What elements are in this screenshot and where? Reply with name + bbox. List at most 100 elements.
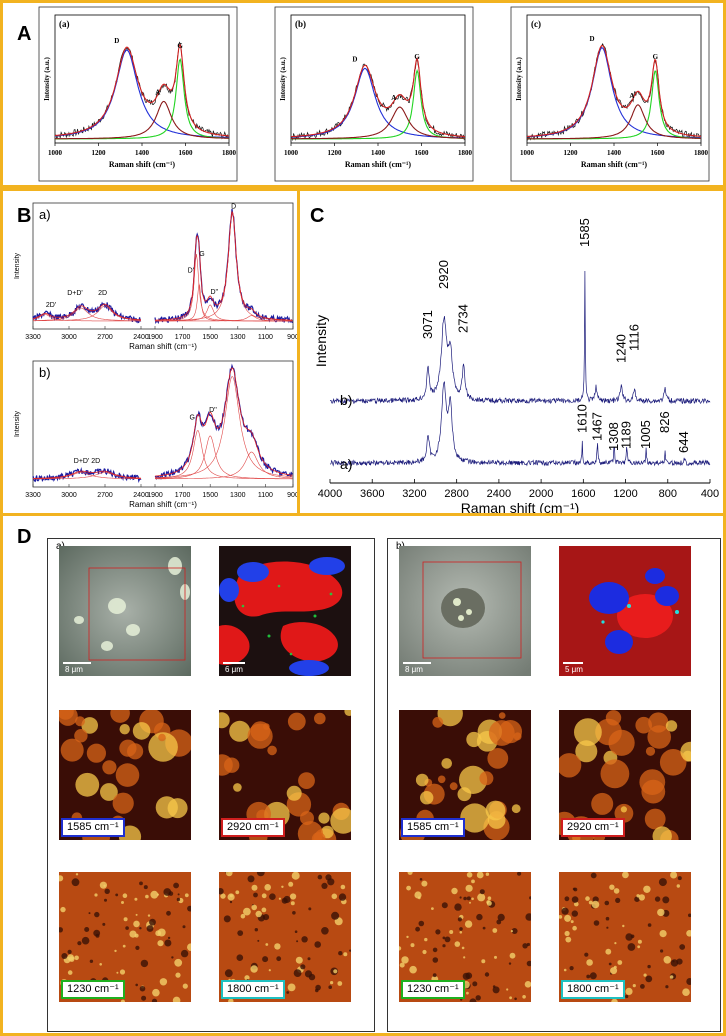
heatmap-spot (139, 881, 143, 886)
heatmap-spot (349, 949, 351, 952)
heatmap-spot (187, 943, 191, 951)
heatmap-spot (496, 919, 502, 925)
heatmap-spot (680, 741, 691, 762)
heatmap-spot (261, 893, 267, 899)
peak-label-a: A (629, 92, 634, 100)
heatmap-spot (575, 740, 598, 763)
heatmap-spot (122, 893, 128, 898)
x-tick-label: 400 (701, 488, 719, 500)
heatmap-spot (150, 890, 159, 899)
series-a (527, 104, 702, 140)
heatmap-spot (276, 956, 282, 962)
optical-image-a (59, 546, 191, 676)
x-tick-label: 2400 (487, 488, 511, 500)
heatmap-spot (292, 911, 296, 915)
heatmap-spot (659, 930, 667, 938)
heatmap-spot (486, 900, 492, 906)
heatmap-spot (559, 915, 563, 919)
heatmap-spot (444, 936, 451, 943)
heatmap-spot (454, 941, 461, 947)
scale-bar-optical-a (63, 662, 91, 664)
heatmap-spot (314, 712, 326, 725)
x-tick-label: 1700 (175, 492, 191, 499)
heatmap-spot (286, 991, 290, 994)
chart-C: 4000 3600 3200 2800 2400 2000 1600 1200 800 400 Ra… (313, 218, 719, 513)
heatmap-spot (682, 988, 690, 996)
heatmap-spot (224, 757, 240, 773)
series-component (155, 451, 293, 480)
chart-frame (38, 6, 238, 182)
series-raw-data (154, 208, 293, 324)
x-tick-label: 1600 (571, 488, 595, 500)
x-tick-label: 3000 (61, 334, 77, 341)
peak-label-a-4: 1005 (638, 420, 653, 449)
heatmap-spot (472, 981, 478, 987)
heatmap-spot (563, 968, 567, 972)
heatmap-spot (104, 888, 110, 894)
heatmap-spot (308, 907, 312, 911)
panel-c-label: C (310, 205, 325, 227)
peak-label-b-2: 2734 (456, 304, 471, 333)
heatmap-spot (647, 964, 651, 969)
heatmap-spot (173, 882, 179, 889)
x-tick-label: 1300 (230, 334, 246, 341)
chart-frame (274, 6, 474, 182)
heatmap-spot (338, 893, 347, 901)
subplot-label: b) (39, 365, 51, 380)
heatmap-spot (331, 893, 338, 900)
heatmap-spot (459, 896, 462, 899)
scale-label-map-a: 6 μm (225, 665, 243, 674)
peak-label-1: G (190, 415, 195, 422)
heatmap-spot (104, 898, 107, 902)
heatmap-spot (419, 878, 423, 881)
heatmap-spot (255, 910, 262, 918)
heatmap-spot (399, 962, 405, 968)
heatmap-spot (460, 803, 490, 833)
heatmap-spot (321, 927, 329, 935)
heatmap-spot (330, 981, 334, 985)
heatmap-spot (68, 956, 75, 962)
heatmap-spot (652, 826, 672, 840)
heatmap-spot (267, 745, 277, 756)
heatmap-spot (508, 962, 512, 965)
heatmap-spot (74, 955, 79, 961)
heatmap-spot (298, 772, 315, 789)
heatmap-spot (524, 981, 531, 988)
x-tick-label: 2400 (133, 492, 149, 499)
heatmap-spot (337, 981, 343, 986)
heatmap-spot (471, 879, 475, 884)
heatmap-spot (409, 965, 417, 974)
heatmap-caption: 1585 cm⁻¹ (61, 818, 125, 837)
heatmap-spot (432, 957, 439, 963)
heatmap-spot (281, 885, 284, 888)
plot-area (526, 14, 702, 144)
heatmap-spot (514, 997, 517, 1001)
composite-map-a (219, 546, 351, 676)
heatmap-spot (559, 753, 582, 778)
subplot-label: a) (39, 207, 51, 222)
x-tick-label: 2700 (97, 492, 113, 499)
heatmap-spot (123, 917, 128, 922)
peak-label-6: D (231, 204, 236, 211)
heatmap-spot (604, 900, 610, 906)
heatmap-spot (610, 967, 618, 975)
heatmap-spot (333, 969, 338, 974)
heatmap-spot (485, 872, 490, 876)
heatmap-spot (229, 900, 233, 904)
heatmap-spot (622, 872, 629, 879)
heatmap-spot (240, 913, 246, 919)
series-component (155, 315, 293, 322)
heatmap-spot (463, 956, 466, 959)
heatmap-spot (315, 988, 319, 993)
heatmap-spot (510, 930, 513, 933)
heatmap-spot (67, 949, 72, 954)
heatmap-spot (466, 872, 473, 878)
heatmap-spot (586, 959, 593, 966)
heatmap-spot (414, 891, 422, 899)
heatmap-spot (229, 720, 251, 742)
heatmap-spot (407, 872, 413, 875)
plot-area (32, 202, 294, 330)
heatmap-spot (584, 952, 589, 957)
heatmap-spot (147, 914, 151, 917)
